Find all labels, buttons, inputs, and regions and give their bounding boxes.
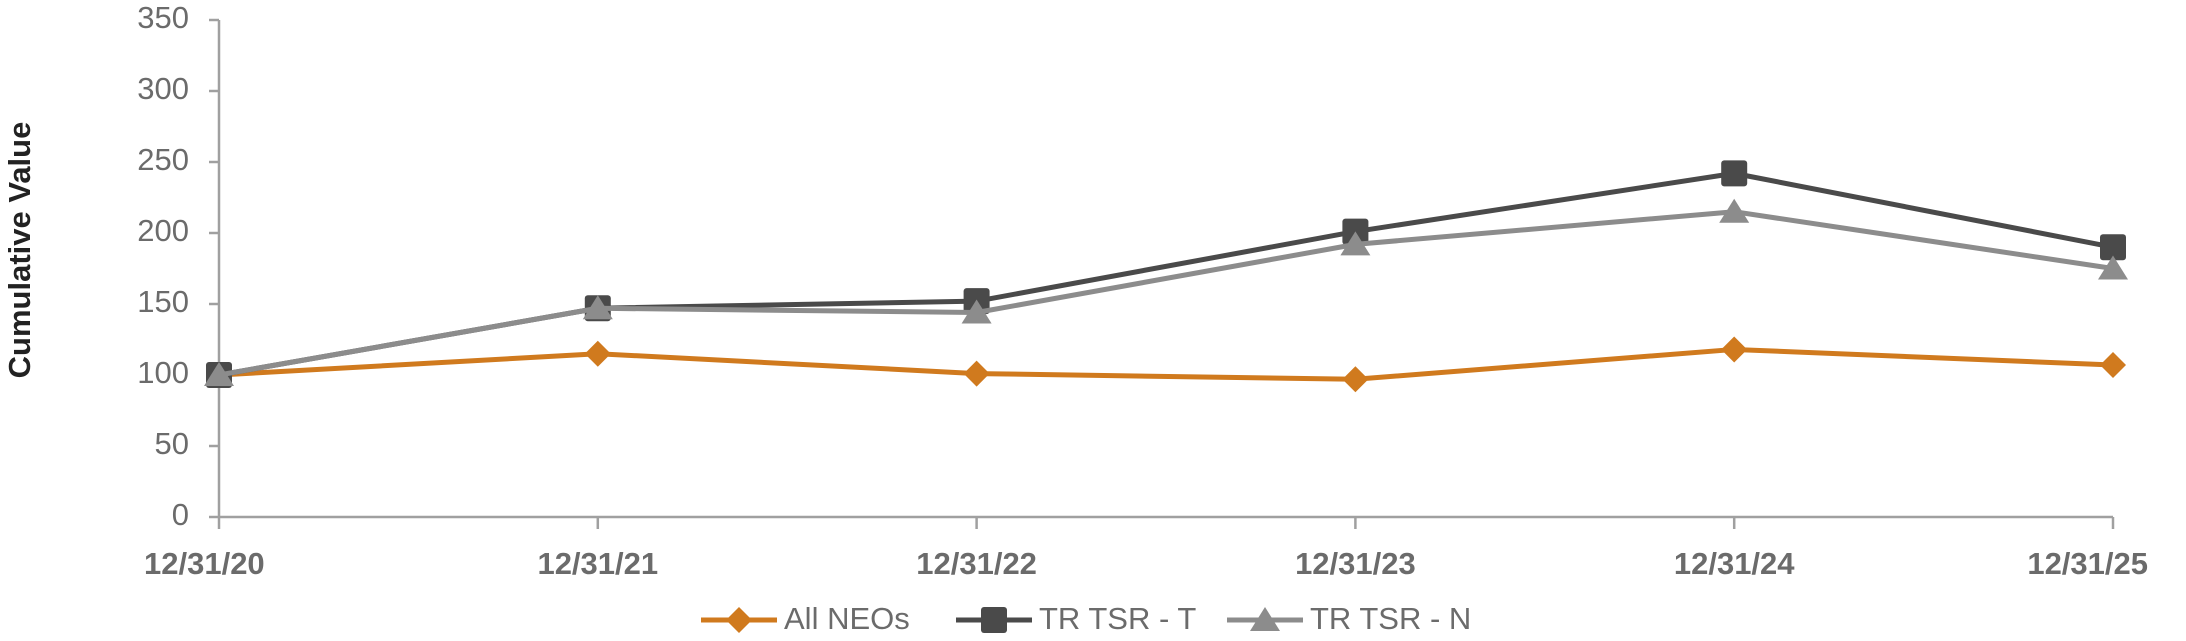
point: [1721, 336, 1748, 363]
y-tick-label: 350: [137, 0, 189, 35]
point: [1719, 198, 1750, 223]
point: [584, 340, 611, 367]
x-tick-label: 12/31/21: [537, 546, 658, 581]
series-line: [218, 170, 2114, 378]
point: [2098, 255, 2128, 280]
point: [1342, 366, 1369, 393]
point: [2100, 352, 2126, 379]
legend-label: All NEOs: [784, 601, 910, 636]
y-axis-title: Cumulative Value: [2, 122, 37, 379]
point: [1721, 160, 1748, 187]
x-tick-label: 12/31/22: [916, 546, 1037, 581]
legend-label: TR TSR - T: [1039, 601, 1196, 636]
x-tick-label: 12/31/25: [2027, 546, 2148, 581]
legend-marker: [726, 607, 752, 633]
series-line: [218, 346, 2114, 382]
y-tick-label: 250: [137, 142, 189, 177]
legend-marker: [981, 607, 1007, 633]
x-tick-label: 12/31/23: [1295, 546, 1416, 581]
x-tick-label: 12/31/24: [1674, 546, 1795, 581]
legend-marker: [1250, 607, 1280, 631]
y-tick-label: 200: [137, 213, 189, 248]
series-line: [218, 209, 2114, 378]
y-tick-label: 0: [172, 497, 189, 532]
y-tick-label: 50: [155, 426, 189, 461]
point: [1340, 231, 1371, 256]
point: [961, 299, 992, 324]
y-tick-label: 100: [137, 355, 189, 390]
legend-label: TR TSR - N: [1310, 601, 1471, 636]
point: [963, 360, 990, 387]
y-tick-label: 300: [137, 71, 189, 106]
x-tick-label: 12/31/20: [144, 546, 265, 581]
point: [2100, 234, 2126, 261]
point: [582, 295, 613, 320]
y-tick-label: 150: [137, 284, 189, 319]
point: [204, 362, 234, 386]
